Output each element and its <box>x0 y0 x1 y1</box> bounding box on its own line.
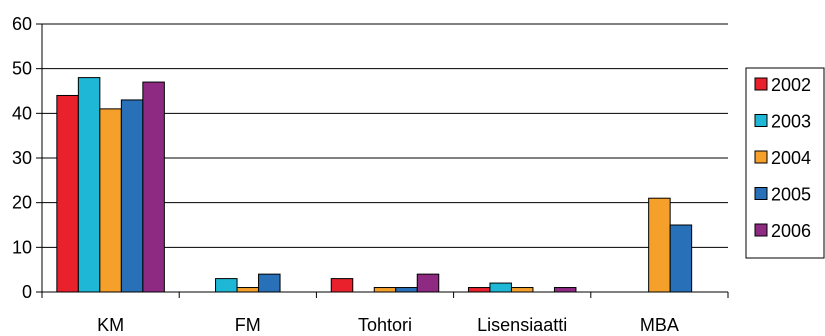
x-axis: KM FM Tohtori Lisensiaatti MBA <box>41 291 729 335</box>
bar-2004-tohtori <box>373 287 397 293</box>
bar-2005-km <box>120 99 144 293</box>
bar-2003-fm <box>215 278 238 293</box>
legend-swatch-2002 <box>754 77 768 91</box>
legend-swatch-2003 <box>754 114 768 127</box>
bar-2003-lisensiaatti <box>489 282 512 293</box>
bar-2005-fm <box>258 273 281 293</box>
category-label-fm: FM <box>235 315 261 335</box>
y-tick-label: 40 <box>12 103 32 123</box>
legend-label-2006: 2006 <box>771 221 811 241</box>
legend-swatch-2005 <box>754 187 768 200</box>
bar-2005-mba <box>669 224 693 293</box>
legend-label-2004: 2004 <box>771 148 811 168</box>
category-label-tohtori: Tohtori <box>358 315 412 335</box>
legend-label-2002: 2002 <box>771 75 811 95</box>
y-tick-label: 50 <box>12 59 32 79</box>
bar-2006-km <box>142 81 165 293</box>
y-tick-label: 0 <box>22 282 32 302</box>
y-axis-ticks: 0 10 20 30 40 50 60 <box>12 14 43 302</box>
category-label-lisensiaatti: Lisensiaatti <box>477 315 567 335</box>
legend-label-2003: 2003 <box>771 112 811 132</box>
bar-2006-lisensiaatti <box>553 287 577 293</box>
category-label-mba: MBA <box>640 315 679 335</box>
legend: 2002 2003 2004 2005 2006 <box>745 67 825 259</box>
bar-2004-lisensiaatti <box>510 287 534 293</box>
bar-2006-tohtori <box>416 273 440 293</box>
y-tick-label: 60 <box>12 14 32 34</box>
bar-2003-km <box>77 77 101 293</box>
bar-2002-km <box>56 94 79 293</box>
bar-2004-mba <box>648 197 671 293</box>
y-tick-label: 30 <box>12 148 32 168</box>
bar-2002-tohtori <box>330 278 354 293</box>
y-tick-label: 20 <box>12 193 32 213</box>
legend-swatch-2004 <box>754 150 768 164</box>
bar-2004-fm <box>236 287 260 293</box>
bars <box>56 77 693 293</box>
bar-2004-km <box>99 108 122 293</box>
category-label-km: KM <box>97 315 124 335</box>
bar-2002-lisensiaatti <box>467 287 491 293</box>
legend-label-2005: 2005 <box>771 185 811 205</box>
y-tick-label: 10 <box>12 237 32 257</box>
legend-swatch-2006 <box>754 223 768 237</box>
bar-2005-tohtori <box>395 287 418 293</box>
